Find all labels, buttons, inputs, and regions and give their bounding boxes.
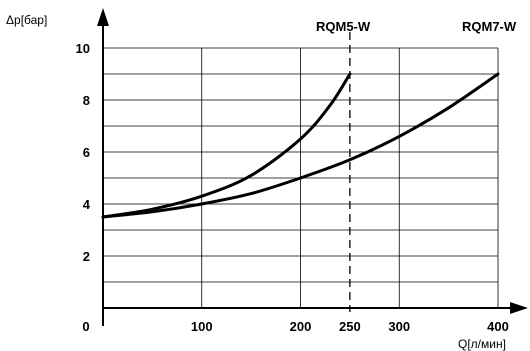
- x-tick-label: 300: [388, 319, 410, 334]
- y-tick-label: 6: [83, 145, 90, 160]
- series-curve-1: [101, 72, 500, 219]
- x-tick-label: 100: [191, 319, 213, 334]
- x-axis-arrow: [510, 302, 528, 314]
- series-curve-0: [101, 72, 352, 219]
- x-tick-label: 400: [487, 319, 509, 334]
- series-label-rqm5: RQM5-W: [316, 19, 371, 34]
- series-label-rqm7: RQM7-W: [462, 19, 517, 34]
- grid: [103, 32, 499, 312]
- x-tick-label: 250: [339, 319, 361, 334]
- y-tick-label: 8: [83, 93, 90, 108]
- y-tick-label: 10: [76, 41, 90, 56]
- y-tick-label: 4: [83, 197, 91, 212]
- x-tick-label: 0: [82, 319, 89, 334]
- curves: [101, 72, 500, 219]
- tick-labels: 0 100 200 250 300 400 2 4 6 8 10: [76, 41, 509, 334]
- y-axis-label: Δp[бар]: [6, 13, 47, 27]
- axes: [97, 8, 528, 326]
- x-axis-label: Q[л/мин]: [458, 337, 506, 351]
- x-tick-label: 200: [290, 319, 312, 334]
- y-tick-label: 2: [83, 249, 90, 264]
- y-axis-arrow: [97, 8, 109, 26]
